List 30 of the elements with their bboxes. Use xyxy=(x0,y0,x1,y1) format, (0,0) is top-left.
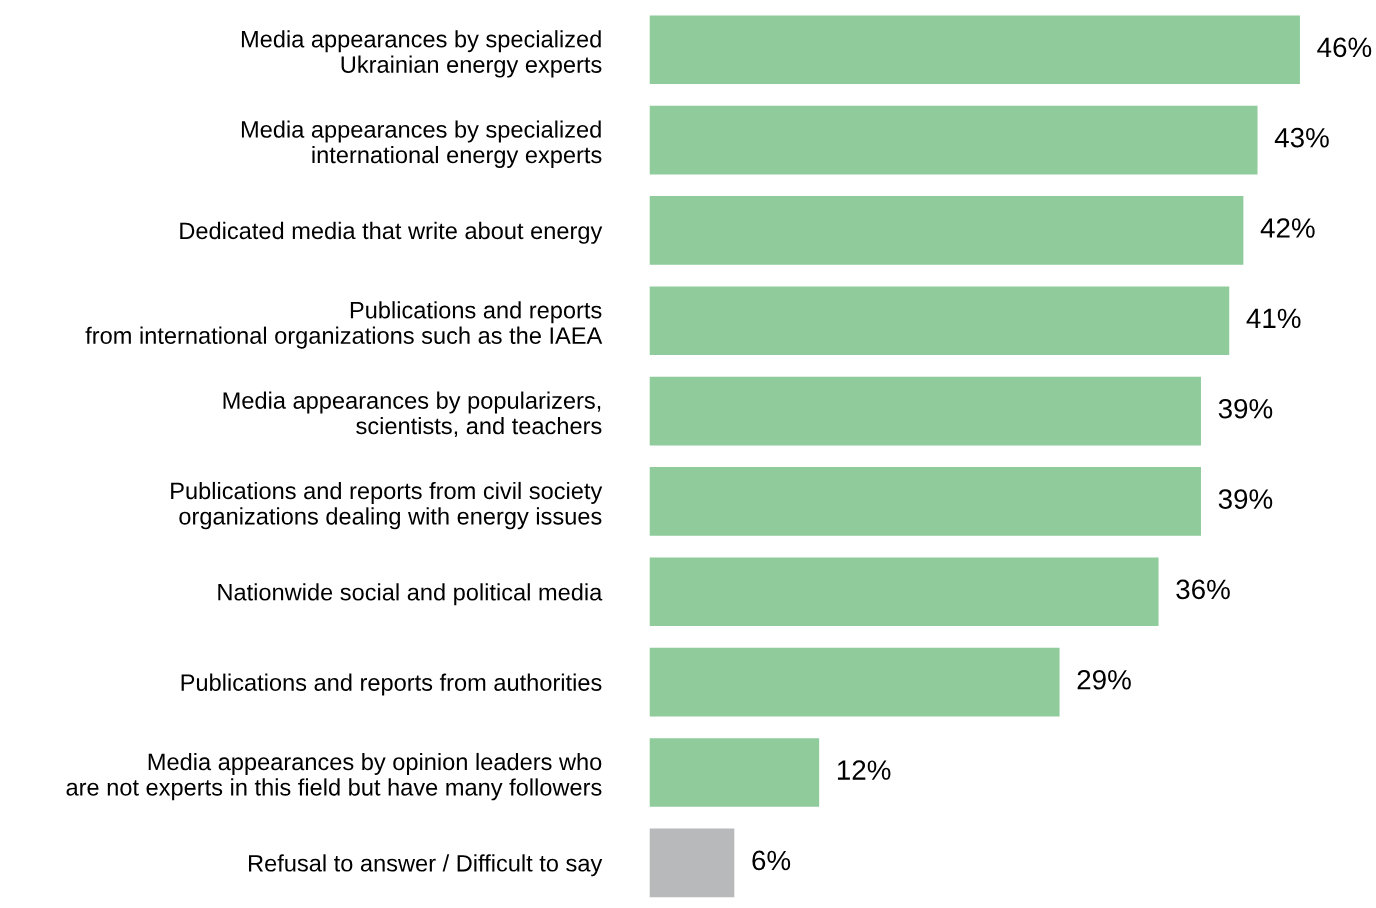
bar xyxy=(649,15,1300,85)
y-tick-label: Publications and reports from authorities xyxy=(181,673,602,696)
data-label: 39% xyxy=(1218,489,1273,509)
bar xyxy=(649,647,1060,717)
y-tick-label: Media appearances by specialized Ukrainian energy experts xyxy=(241,30,602,78)
data-label: 46% xyxy=(1317,37,1372,58)
y-tick-label: Media appearances by opinion leaders who are not experts in this field but have many followers xyxy=(66,752,602,801)
bar xyxy=(649,828,735,898)
y-tick-label: Dedicated media that write about energy xyxy=(180,221,603,244)
y-tick-label: Publications and reports from civil society organizations dealing with energy issues xyxy=(171,481,603,530)
y-tick-label: Publications and reports from international organizations such as the IAEA xyxy=(85,301,603,349)
data-label: 29% xyxy=(1077,669,1131,690)
y-tick-label: Refusal to answer / Difficult to say xyxy=(249,854,603,877)
data-label: 43% xyxy=(1274,127,1329,148)
bar xyxy=(649,105,1258,175)
bar xyxy=(649,196,1244,265)
y-tick-label: Nationwide social and political media xyxy=(218,583,603,606)
y-tick-label: Media appearances by popularizers, scientists, and teachers xyxy=(223,391,602,438)
data-label: 6% xyxy=(752,850,791,871)
bar xyxy=(649,738,820,807)
data-label: 36% xyxy=(1176,579,1230,600)
y-tick-label: Media appearances by specialized international energy experts xyxy=(241,120,602,168)
data-label: 39% xyxy=(1218,398,1273,419)
bar xyxy=(649,286,1230,356)
data-label: 42% xyxy=(1260,218,1315,238)
data-label: 12% xyxy=(837,760,891,780)
bar xyxy=(649,376,1201,446)
bar xyxy=(649,557,1159,627)
data-label: 41% xyxy=(1246,308,1301,329)
bar xyxy=(649,467,1201,536)
